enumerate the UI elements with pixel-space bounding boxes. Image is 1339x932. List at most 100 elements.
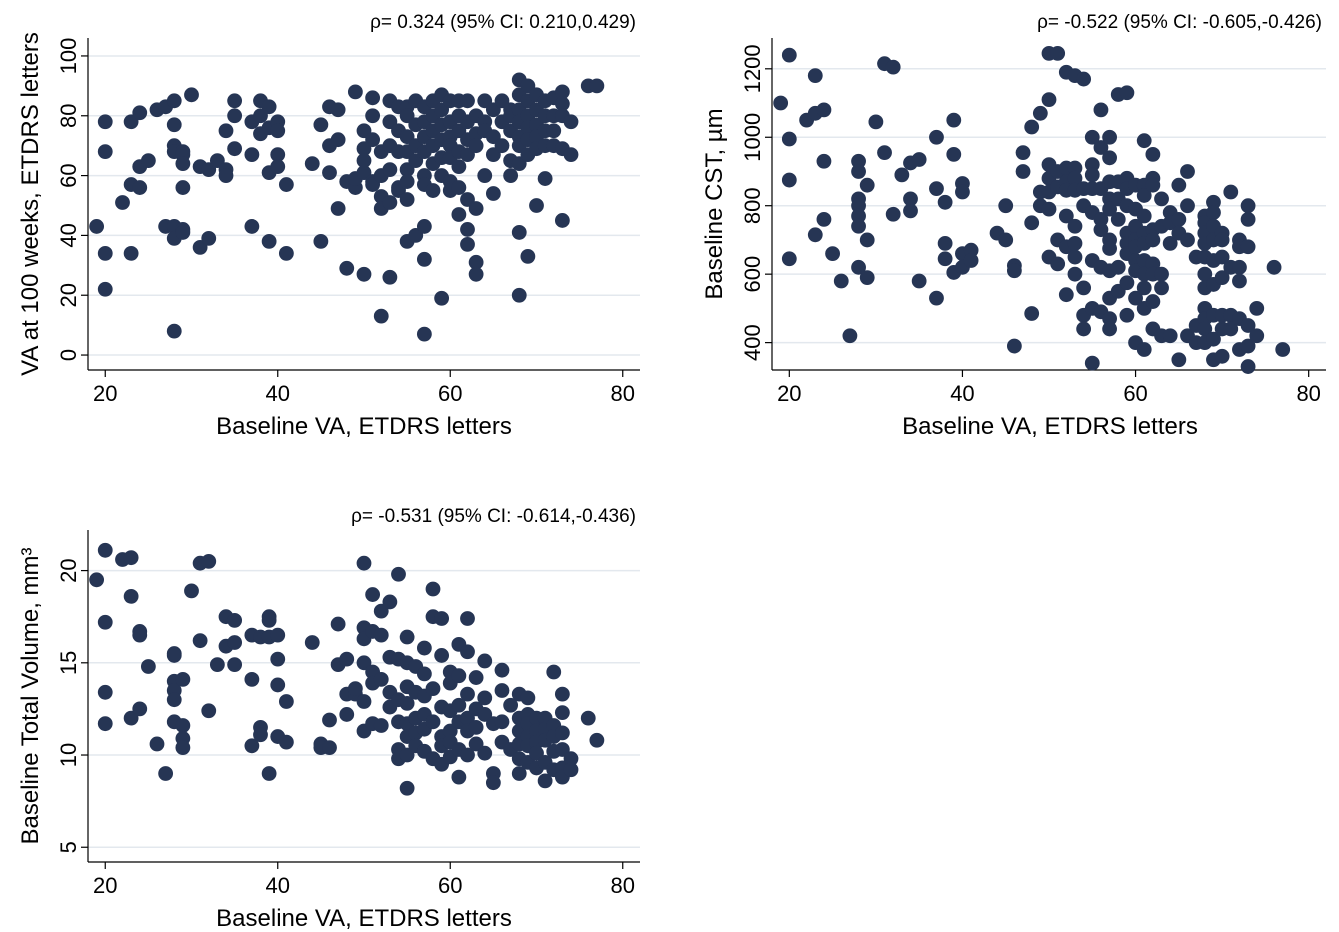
data-point (1076, 321, 1092, 337)
data-point (175, 740, 191, 756)
y-tick-label: 10 (56, 743, 81, 767)
data-point (963, 253, 979, 268)
data-point (1154, 280, 1169, 296)
data-point (468, 254, 484, 270)
data-point (1006, 338, 1022, 354)
data-point (494, 662, 510, 678)
data-point (1076, 71, 1092, 87)
data-point (477, 745, 493, 761)
data-point (851, 198, 866, 214)
data-point (1041, 92, 1057, 108)
data-point (1110, 212, 1126, 227)
y-axis-title: Baseline Total Volume, mm³ (17, 547, 44, 844)
data-point (554, 213, 570, 228)
data-point (1240, 198, 1256, 214)
data-point (373, 308, 389, 324)
data-point (1275, 342, 1291, 357)
data-point (1102, 129, 1117, 145)
data-point (1240, 338, 1256, 354)
data-point (1206, 331, 1221, 347)
data-point (270, 147, 286, 163)
data-point (842, 328, 858, 344)
data-point (1041, 201, 1057, 217)
y-tick-label: 40 (56, 223, 81, 247)
data-point (1171, 352, 1187, 368)
data-point (356, 153, 372, 169)
data-point (903, 191, 918, 207)
data-point (1119, 275, 1135, 291)
data-point (1197, 321, 1213, 337)
data-point (494, 714, 510, 730)
correlation-annotation: ρ= -0.531 (95% CI: -0.614,-0.436) (351, 506, 636, 527)
data-point (278, 694, 294, 709)
data-point (946, 112, 962, 128)
x-axis-title: Baseline VA, ETDRS letters (902, 413, 1198, 440)
data-point (781, 131, 797, 147)
y-tick-label: 1200 (740, 44, 765, 93)
data-point (1119, 307, 1135, 323)
data-point (330, 616, 346, 632)
data-point (1136, 133, 1152, 149)
data-point (97, 542, 113, 558)
data-point (365, 132, 381, 148)
data-point (330, 201, 346, 216)
data-point (859, 177, 875, 193)
x-axis-title: Baseline VA, ETDRS letters (216, 413, 512, 440)
data-point (1067, 160, 1083, 176)
data-point (1223, 321, 1239, 337)
data-point (132, 627, 148, 643)
correlation-annotation: ρ= -0.522 (95% CI: -0.605,-0.426) (1037, 12, 1322, 33)
data-point (166, 692, 182, 708)
data-point (330, 102, 346, 118)
data-point (399, 174, 415, 189)
data-point (201, 230, 217, 246)
data-point (1180, 164, 1195, 179)
data-point (911, 152, 927, 167)
data-point (520, 248, 536, 264)
data-point (140, 153, 156, 169)
data-point (1110, 259, 1126, 275)
data-point (218, 168, 234, 183)
data-point (868, 114, 884, 130)
data-point (563, 147, 579, 163)
data-point (451, 697, 467, 713)
data-point (554, 96, 570, 112)
data-point (946, 146, 962, 162)
data-point (227, 141, 243, 157)
data-point (97, 245, 113, 261)
data-point (278, 245, 294, 261)
data-point (460, 611, 475, 626)
data-point (123, 589, 139, 604)
data-point (132, 180, 148, 195)
data-point (227, 612, 243, 628)
data-point (175, 672, 191, 687)
data-point (1232, 259, 1247, 275)
data-point (261, 233, 277, 249)
y-axis-title: Baseline CST, µm (701, 108, 728, 299)
data-point (816, 153, 832, 169)
data-point (1067, 266, 1083, 282)
data-point (304, 156, 320, 172)
data-point (1050, 256, 1066, 272)
data-point (851, 259, 866, 275)
data-point (166, 323, 182, 339)
data-point (563, 114, 579, 130)
data-point (175, 156, 191, 172)
data-point (468, 266, 484, 282)
data-point (365, 108, 381, 124)
data-point (460, 644, 475, 660)
data-point (1024, 215, 1040, 231)
x-tick-label: 60 (438, 381, 462, 406)
data-point (1084, 355, 1100, 371)
x-tick-label: 20 (777, 381, 801, 406)
data-point (322, 740, 337, 756)
data-point (859, 232, 875, 248)
data-point (563, 751, 579, 767)
data-point (244, 147, 260, 163)
data-point (313, 117, 329, 133)
data-point (1024, 306, 1040, 321)
data-point (1214, 270, 1230, 285)
data-point (270, 677, 286, 693)
data-point (1006, 263, 1022, 279)
data-point (365, 587, 381, 602)
